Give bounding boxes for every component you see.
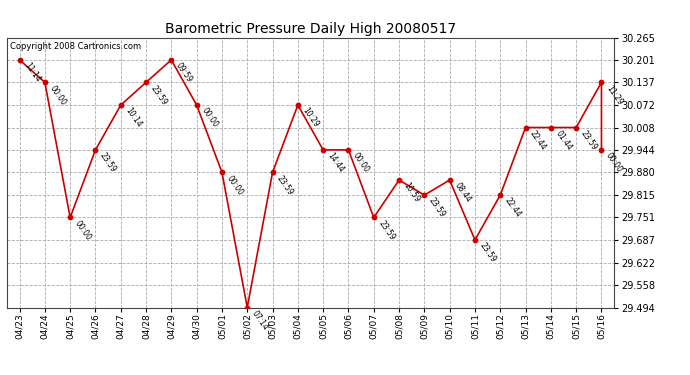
Point <box>495 192 506 198</box>
Text: 14:44: 14:44 <box>326 151 346 174</box>
Point <box>293 102 304 108</box>
Text: 08:44: 08:44 <box>453 182 473 204</box>
Point <box>596 80 607 86</box>
Point <box>141 80 152 86</box>
Text: 01:44: 01:44 <box>553 129 573 152</box>
Point <box>191 102 202 108</box>
Text: 23:59: 23:59 <box>275 174 295 197</box>
Point <box>419 192 430 198</box>
Text: 23:59: 23:59 <box>377 219 397 242</box>
Text: 11:14: 11:14 <box>22 61 42 84</box>
Text: 23:59: 23:59 <box>579 129 599 152</box>
Point <box>545 124 556 130</box>
Point <box>469 237 480 243</box>
Point <box>267 170 278 176</box>
Text: 23:59: 23:59 <box>477 241 497 264</box>
Text: Copyright 2008 Cartronics.com: Copyright 2008 Cartronics.com <box>10 42 141 51</box>
Text: 00:00: 00:00 <box>225 174 245 197</box>
Text: 00:00: 00:00 <box>351 151 371 174</box>
Point <box>217 170 228 176</box>
Point <box>571 124 582 130</box>
Point <box>166 57 177 63</box>
Text: 00:00: 00:00 <box>604 151 624 174</box>
Text: 11:29: 11:29 <box>604 84 624 106</box>
Text: 00:00: 00:00 <box>199 106 219 130</box>
Text: 00:00: 00:00 <box>48 84 68 107</box>
Point <box>444 177 455 183</box>
Point <box>90 147 101 153</box>
Text: 23:59: 23:59 <box>149 84 169 107</box>
Text: 00:00: 00:00 <box>73 219 93 242</box>
Text: 23:59: 23:59 <box>98 151 118 174</box>
Point <box>317 147 328 153</box>
Point <box>241 304 253 310</box>
Point <box>14 57 25 63</box>
Text: 09:59: 09:59 <box>174 61 194 84</box>
Text: 07:14: 07:14 <box>250 309 270 332</box>
Point <box>596 147 607 153</box>
Text: 10:59: 10:59 <box>402 182 422 204</box>
Point <box>65 214 76 220</box>
Text: 10:14: 10:14 <box>124 106 144 129</box>
Point <box>39 80 50 86</box>
Point <box>115 102 126 108</box>
Point <box>368 214 380 220</box>
Point <box>343 147 354 153</box>
Point <box>393 177 404 183</box>
Point <box>520 124 531 130</box>
Text: 22:44: 22:44 <box>529 129 548 152</box>
Text: 22:44: 22:44 <box>503 196 523 219</box>
Title: Barometric Pressure Daily High 20080517: Barometric Pressure Daily High 20080517 <box>165 22 456 36</box>
Text: 10:29: 10:29 <box>301 106 320 129</box>
Text: 23:59: 23:59 <box>427 196 447 219</box>
